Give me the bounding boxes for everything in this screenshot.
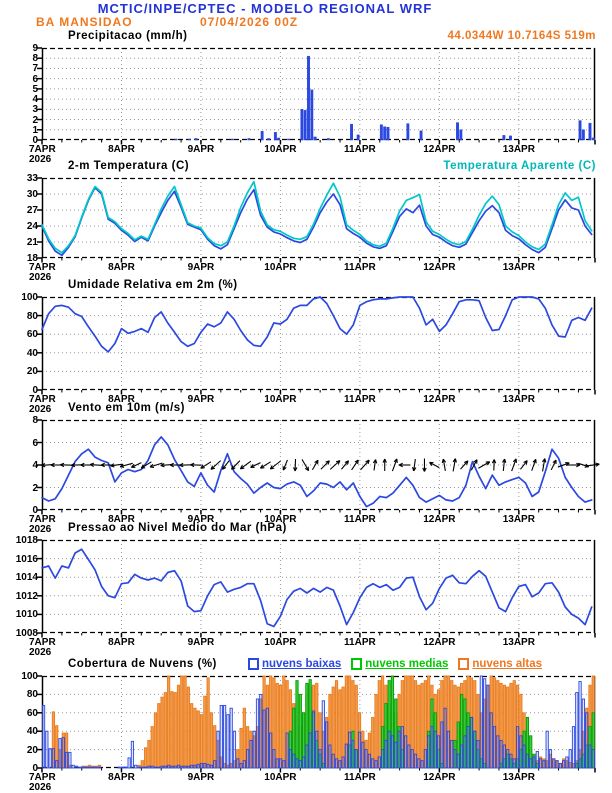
- y-tick-label: 100: [0, 671, 38, 682]
- pressure-plot-area: [42, 540, 595, 633]
- chart-pressure: Pressao ao Nivel Medio do Mar (hPa) 1008…: [0, 522, 612, 647]
- y-tick-label: 30: [0, 189, 38, 200]
- chart-title: Umidade Relativa em 2m (%): [68, 279, 238, 291]
- x-tick-label: 13APR: [499, 772, 539, 783]
- humidity-plot-area: [42, 297, 595, 390]
- low-clouds-swatch-icon: [248, 658, 259, 670]
- x-tick-label: 12APR: [419, 144, 459, 155]
- x-tick-label: 13APR: [499, 144, 539, 155]
- high-clouds-swatch-icon: [458, 658, 469, 670]
- apparent-temperature-legend: Temperatura Aparente (C): [443, 160, 596, 172]
- page-title: MCTIC/INPE/CPTEC - MODELO REGIONAL WRF: [0, 1, 530, 16]
- y-tick-label: 1012: [0, 591, 38, 602]
- y-tick-label: 1018: [0, 535, 38, 546]
- chart-title: Precipitacao (mm/h): [68, 30, 187, 42]
- legend-label: nuvens altas: [472, 658, 542, 670]
- legend-item-nuvens-baixas: nuvens baixas: [248, 658, 341, 670]
- y-tick-label: 4: [0, 460, 38, 471]
- x-tick-label: 13APR: [499, 637, 539, 648]
- mid-clouds-swatch-icon: [351, 658, 362, 670]
- x-tick-label: 8APR: [101, 262, 141, 273]
- y-tick-label: 1010: [0, 609, 38, 620]
- y-tick-label: 6: [0, 438, 38, 449]
- y-tick-label: 40: [0, 348, 38, 359]
- y-tick-label: 2: [0, 115, 38, 126]
- y-tick-label: 2: [0, 483, 38, 494]
- x-tick-label: 12APR: [419, 637, 459, 648]
- chart-title: 2-m Temperatura (C): [68, 160, 189, 172]
- legend-item-nuvens-altas: nuvens altas: [458, 658, 542, 670]
- chart-precipitation: Precipitacao (mm/h) 44.0344W 10.7164S 51…: [0, 30, 612, 154]
- x-tick-label: 12APR: [419, 772, 459, 783]
- y-tick-label: 8: [0, 53, 38, 64]
- y-tick-label: 40: [0, 726, 38, 737]
- y-tick-label: 60: [0, 329, 38, 340]
- y-tick-label: 6: [0, 74, 38, 85]
- x-tick-label: 11APR: [340, 262, 380, 273]
- y-tick-label: 4: [0, 94, 38, 105]
- y-tick-label: 80: [0, 311, 38, 322]
- x-tick-label: 10APR: [260, 637, 300, 648]
- y-tick-label: 5: [0, 84, 38, 95]
- chart-title: Cobertura de Nuvens (%): [68, 658, 217, 670]
- y-tick-label: 24: [0, 221, 38, 232]
- y-tick-label: 27: [0, 205, 38, 216]
- y-tick-label: 21: [0, 237, 38, 248]
- cloud-legend: nuvens baixas nuvens medias nuvens altas: [248, 658, 542, 670]
- chart-cloud-cover: Cobertura de Nuvens (%) nuvens baixas nu…: [0, 658, 612, 782]
- x-tick-label: 13APR: [499, 262, 539, 273]
- y-tick-label: 7: [0, 63, 38, 74]
- y-tick-label: 8: [0, 415, 38, 426]
- y-tick-label: 20: [0, 366, 38, 377]
- x-tick-label: 11APR: [340, 144, 380, 155]
- y-tick-label: 33: [0, 173, 38, 184]
- wind-direction-arrows: [41, 459, 599, 472]
- y-tick-label: 1: [0, 125, 38, 136]
- station-label: BA MANSIDAO: [36, 15, 133, 29]
- x-tick-label: 11APR: [340, 637, 380, 648]
- x-tick-label: 12APR: [419, 262, 459, 273]
- precipitation-plot-area: [42, 48, 595, 140]
- legend-item-nuvens-medias: nuvens medias: [351, 658, 448, 670]
- x-tick-label: 8APR: [101, 144, 141, 155]
- wind-plot-area: [42, 420, 595, 510]
- cloud-cover-plot-area: [42, 676, 595, 768]
- x-tick-label: 9APR: [181, 262, 221, 273]
- y-tick-label: 20: [0, 745, 38, 756]
- x-tick-label: 11APR: [340, 772, 380, 783]
- x-tick-label: 8APR: [101, 637, 141, 648]
- chart-title: Pressao ao Nivel Medio do Mar (hPa): [68, 522, 287, 534]
- y-tick-label: 1016: [0, 554, 38, 565]
- chart-title: Vento em 10m (m/s): [68, 402, 185, 414]
- y-tick-label: 60: [0, 708, 38, 719]
- x-tick-label: 10APR: [260, 262, 300, 273]
- x-tick-label: 9APR: [181, 144, 221, 155]
- y-tick-label: 3: [0, 104, 38, 115]
- x-axis-year-label: 2026: [29, 782, 51, 793]
- y-tick-label: 80: [0, 689, 38, 700]
- x-tick-label: 10APR: [260, 144, 300, 155]
- y-tick-label: 100: [0, 292, 38, 303]
- x-tick-label: 9APR: [181, 772, 221, 783]
- temperature-plot-area: [42, 178, 595, 258]
- y-tick-label: 9: [0, 43, 38, 54]
- location-coordinates-label: 44.0344W 10.7164S 519m: [448, 30, 596, 42]
- chart-temperature: 2-m Temperatura (C) Temperatura Aparente…: [0, 160, 612, 272]
- x-tick-label: 8APR: [101, 772, 141, 783]
- model-run-datetime: 07/04/2026 00Z: [200, 15, 298, 29]
- y-tick-label: 1014: [0, 572, 38, 583]
- x-axis-year-label: 2026: [29, 647, 51, 658]
- x-tick-label: 9APR: [181, 637, 221, 648]
- legend-label: nuvens medias: [365, 658, 448, 670]
- x-tick-label: 10APR: [260, 772, 300, 783]
- legend-label: nuvens baixas: [262, 658, 341, 670]
